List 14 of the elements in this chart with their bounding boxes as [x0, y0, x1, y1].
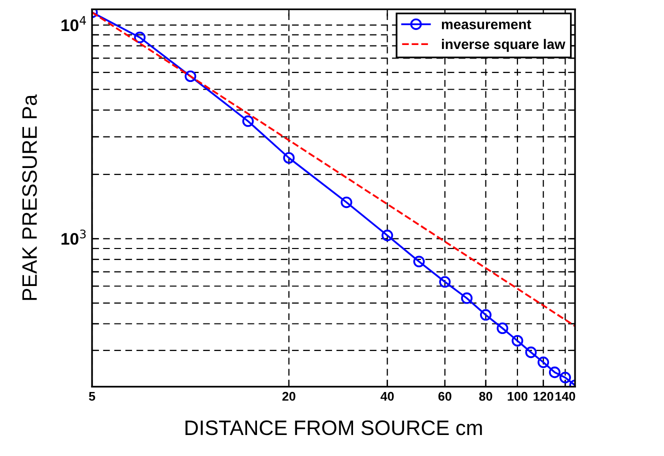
x-tick-label: 40 — [380, 392, 394, 401]
x-tick-label: 140 — [556, 392, 576, 401]
x-tick-label: 60 — [438, 392, 452, 401]
x-tick-label: 100 — [508, 392, 528, 401]
x-tick-label: 20 — [282, 392, 296, 401]
y-tick-label: 10$^{4}$ — [62, 16, 86, 32]
y-axis-title: PEAK PRESSURE Pa — [22, 94, 37, 300]
legend-label: inverse square law — [442, 38, 566, 52]
x-axis-title: DISTANCE FROM SOURCE cm — [186, 420, 482, 436]
x-tick-label: 120 — [534, 392, 554, 401]
x-tick-label: 80 — [479, 392, 492, 401]
y-tick-label: 10$^{3}$ — [62, 230, 86, 245]
x-tick-label: 5 — [88, 392, 96, 401]
legend-label: measurement — [442, 20, 532, 30]
